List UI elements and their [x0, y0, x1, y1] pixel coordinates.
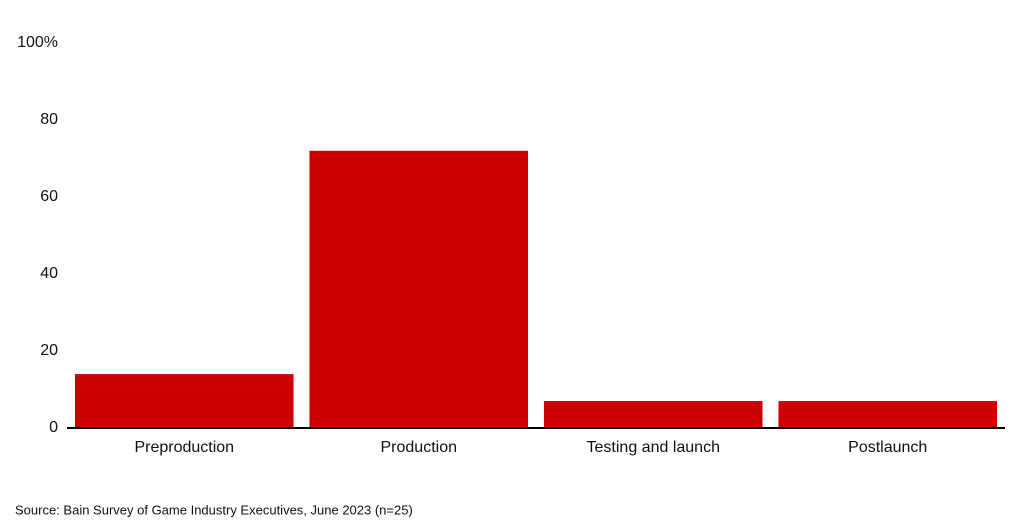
x-tick-label: Production [381, 439, 458, 456]
x-tick-label: Preproduction [134, 439, 234, 456]
bar [309, 150, 529, 429]
x-tick-label: Postlaunch [848, 439, 927, 456]
y-tick-label: 60 [40, 188, 58, 205]
y-tick-label: 40 [40, 265, 58, 282]
x-tick-label: Testing and launch [587, 439, 720, 456]
bar [778, 401, 998, 428]
source-note: Source: Bain Survey of Game Industry Exe… [15, 502, 413, 517]
bar [74, 374, 294, 428]
y-tick-label: 20 [40, 342, 58, 359]
bar [543, 401, 763, 428]
y-tick-label: 100% [17, 34, 58, 51]
y-tick-label: 80 [40, 111, 58, 128]
y-tick-label: 0 [49, 419, 58, 436]
